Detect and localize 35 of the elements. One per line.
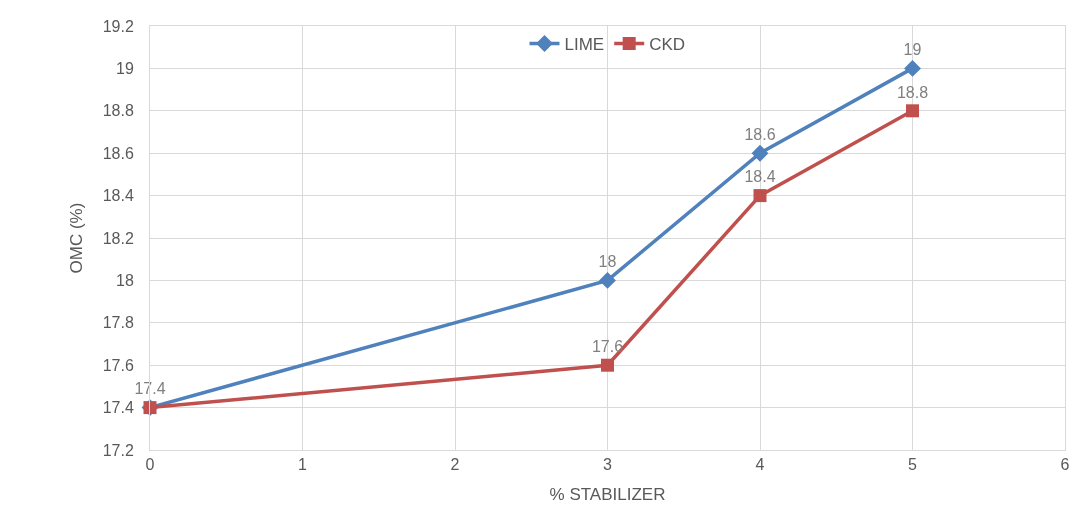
y-tick-label: 18.8 xyxy=(102,102,134,120)
point xyxy=(599,271,616,289)
point xyxy=(753,189,767,203)
y-tick-label: 19 xyxy=(116,60,134,77)
x-tick-label: 2 xyxy=(450,456,460,474)
point xyxy=(906,104,919,118)
y-tick-label: 18.6 xyxy=(102,144,134,162)
legend-label: CKD xyxy=(649,35,686,55)
data-label: 19 xyxy=(903,41,922,59)
data-label: 18.8 xyxy=(896,83,929,101)
x-tick-label: 1 xyxy=(298,456,308,474)
x-tick-label: 6 xyxy=(1060,456,1070,474)
data-label: 18 xyxy=(598,253,617,271)
x-axis-title: % STABILIZER xyxy=(549,484,666,504)
y-tick-label: 18 xyxy=(116,272,134,289)
point xyxy=(904,59,921,77)
y-tick-label: 18.2 xyxy=(102,229,134,247)
legend-label: LIME xyxy=(564,35,605,55)
x-tick-label: 3 xyxy=(603,456,613,474)
y-tick-label: 17.8 xyxy=(102,314,134,332)
x-tick-label: 4 xyxy=(755,456,765,474)
y-axis-title: OMC (%) xyxy=(67,202,87,274)
data-label: 17.6 xyxy=(591,338,624,356)
point xyxy=(601,358,614,372)
point xyxy=(751,144,769,162)
x-tick-label: 5 xyxy=(908,456,918,474)
x-tick-label: 0 xyxy=(145,456,155,474)
y-tick-label: 17.4 xyxy=(102,399,134,417)
y-tick-label: 17.6 xyxy=(102,356,134,374)
data-label: 17.4 xyxy=(134,380,166,398)
y-tick-label: 19.2 xyxy=(102,17,134,35)
data-label: 18.4 xyxy=(744,168,776,186)
y-tick-label: 18.4 xyxy=(102,187,134,205)
data-label: 18.6 xyxy=(744,126,776,144)
y-tick-label: 17.2 xyxy=(102,441,134,459)
